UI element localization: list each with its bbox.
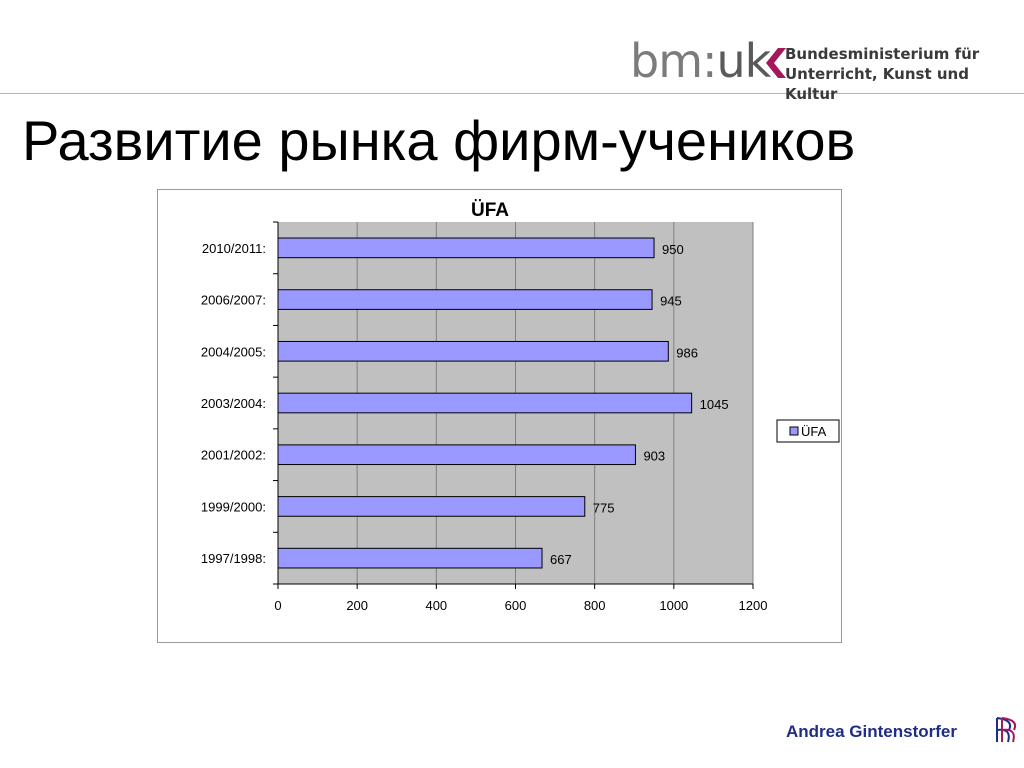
data-label: 667 xyxy=(550,552,572,567)
footer-author: Andrea Gintenstorfer xyxy=(786,722,957,741)
labels: 0 200 400 600 800 1000 1200 2010/2011: 950 2006/2… xyxy=(201,241,768,613)
x-tick-label: 400 xyxy=(425,598,447,613)
bar xyxy=(277,340,669,362)
data-label: 775 xyxy=(593,500,615,515)
bar xyxy=(277,237,655,259)
legend-swatch xyxy=(789,426,799,436)
bars xyxy=(277,237,693,569)
category-label: 1999/2000: xyxy=(201,499,266,514)
bar xyxy=(277,496,586,517)
logo-mark-colon: : xyxy=(702,34,717,88)
category-label: 2004/2005: xyxy=(201,344,266,359)
category-label: 1997/1998: xyxy=(201,551,266,566)
logo-mark: bm:uk xyxy=(630,34,772,88)
logo-mark-left: bm xyxy=(630,34,703,88)
legend-box xyxy=(776,419,840,443)
legend: ÜFA xyxy=(776,419,840,443)
logo-text-line1: Bundesministerium für xyxy=(785,45,980,63)
x-tick-label: 0 xyxy=(274,598,281,613)
legend-label: ÜFA xyxy=(801,424,827,439)
bar-chart: ÜFA 0 200 400 600 800 1000 1200 2010/2011: 950 20… xyxy=(201,200,840,613)
logo-text: Bundesministerium für Unterricht, Kunst … xyxy=(785,44,990,104)
x-tick-label: 800 xyxy=(584,598,606,613)
x-tick-label: 200 xyxy=(346,598,368,613)
category-label: 2006/2007: xyxy=(201,293,266,308)
data-label: 986 xyxy=(676,345,698,360)
bar xyxy=(277,392,693,414)
logo-mark-right: uk xyxy=(716,34,772,88)
category-label: 2010/2011: xyxy=(202,241,266,256)
logo-text-line2: Unterricht, Kunst und Kultur xyxy=(785,65,969,103)
logo-chevron-icon xyxy=(766,48,786,78)
category-label: 2003/2004: xyxy=(201,396,266,411)
data-label: 1045 xyxy=(700,397,729,412)
ministry-logo: bm:uk Bundesministerium für Unterricht, … xyxy=(630,34,990,103)
bar xyxy=(277,444,636,466)
footer-logo-icon xyxy=(996,717,1017,743)
data-label: 950 xyxy=(662,242,684,257)
category-label: 2001/2002: xyxy=(201,448,266,463)
x-tick-label: 1000 xyxy=(659,598,688,613)
data-label: 945 xyxy=(660,294,682,309)
data-label: 903 xyxy=(643,449,665,464)
header-divider xyxy=(0,93,1024,94)
slide-title: Развитие рынка фирм-учеников xyxy=(22,109,856,172)
chart-title: ÜFA xyxy=(471,200,509,221)
x-tick-label: 600 xyxy=(505,598,527,613)
bar xyxy=(277,289,653,310)
bar xyxy=(277,547,543,569)
x-tick-label: 1200 xyxy=(739,598,768,613)
